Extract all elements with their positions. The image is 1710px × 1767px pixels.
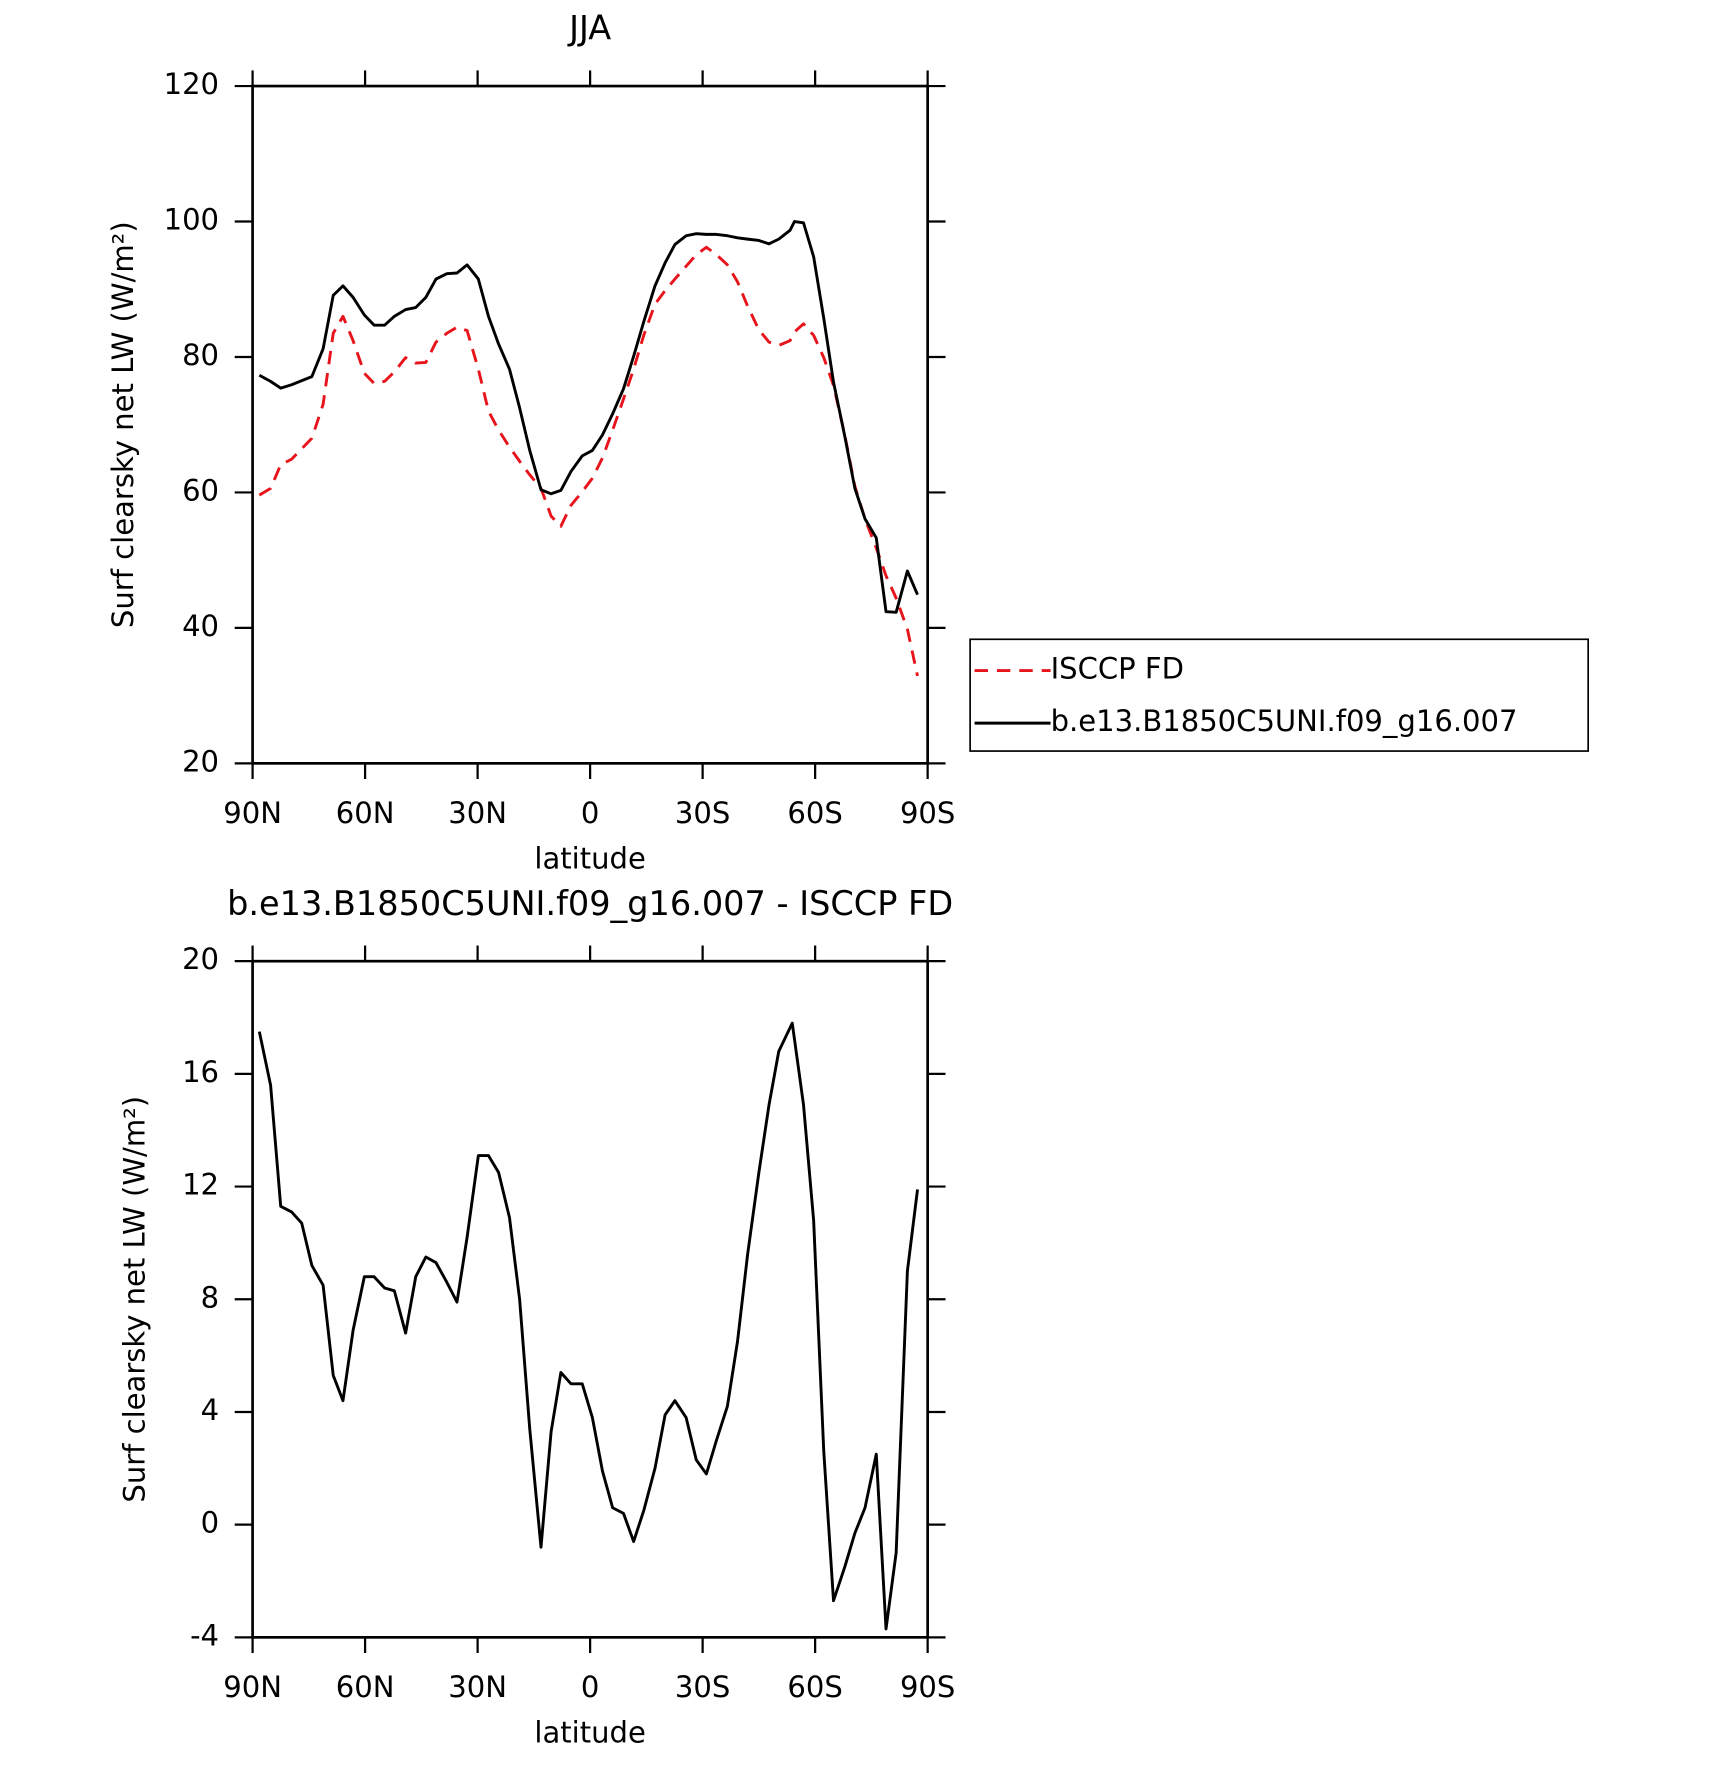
x-tick-label: 30S (675, 1670, 730, 1704)
x-tick-label: 30S (675, 796, 730, 830)
x-tick-label: 60S (787, 796, 842, 830)
plot-frame (251, 84, 929, 765)
chart-title: b.e13.B1850C5UNI.f09_g16.007 - ISCCP FD (227, 884, 953, 923)
x-tick-label: 90S (900, 796, 955, 830)
x-tick-label: 60N (336, 796, 395, 830)
y-tick-label: 80 (182, 338, 219, 372)
y-tick-label: 16 (182, 1055, 219, 1089)
y-tick-label: 100 (164, 203, 219, 237)
x-axis-label: latitude (534, 1716, 645, 1750)
y-tick-label: -4 (190, 1618, 219, 1652)
y-tick-label: 120 (164, 67, 219, 101)
x-axis-label: latitude (534, 842, 645, 876)
x-tick-label: 30N (448, 796, 507, 830)
data-line (258, 220, 919, 614)
x-tick-label: 30N (448, 1670, 507, 1704)
x-tick-label: 0 (581, 796, 599, 830)
y-axis-label: Surf clearsky net LW (W/m²) (106, 221, 140, 628)
x-tick-label: 90S (900, 1670, 955, 1704)
legend-label: ISCCP FD (1051, 652, 1184, 686)
x-tick-label: 60N (336, 1670, 395, 1704)
x-tick-label: 60S (787, 1670, 842, 1704)
data-line (258, 245, 919, 677)
y-tick-label: 20 (182, 744, 219, 778)
y-tick-label: 40 (182, 609, 219, 643)
y-tick-label: 60 (182, 473, 219, 507)
x-tick-label: 0 (581, 1670, 599, 1704)
x-tick-label: 90N (223, 1670, 282, 1704)
chart-title: JJA (567, 9, 611, 48)
legend-label: b.e13.B1850C5UNI.f09_g16.007 (1051, 704, 1518, 738)
x-tick-label: 90N (223, 796, 282, 830)
y-tick-label: 0 (201, 1506, 219, 1540)
y-tick-label: 4 (201, 1393, 219, 1427)
y-tick-label: 20 (182, 942, 219, 976)
legend-box (969, 638, 1590, 752)
y-tick-label: 12 (182, 1168, 219, 1202)
plot-frame (251, 959, 929, 1639)
y-axis-label: Surf clearsky net LW (W/m²) (117, 1096, 151, 1503)
data-line (257, 1021, 919, 1631)
y-tick-label: 8 (201, 1280, 219, 1314)
